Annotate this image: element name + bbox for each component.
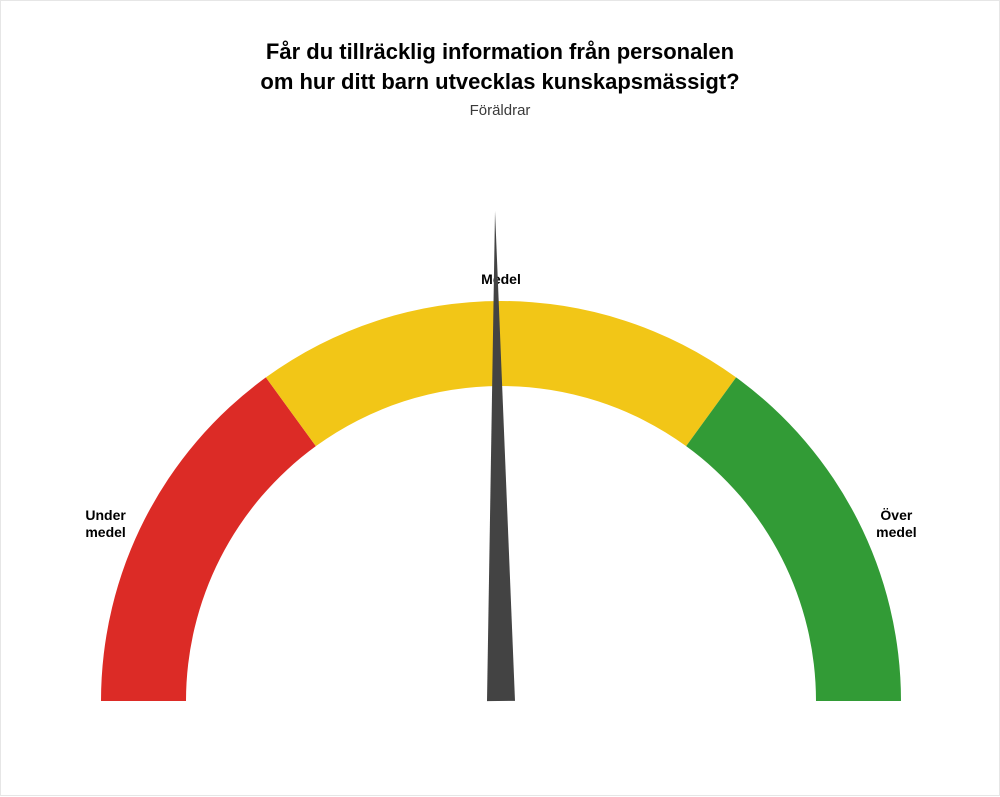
gauge-segment xyxy=(686,377,901,701)
chart-frame: Får du tillräcklig information från pers… xyxy=(0,0,1000,796)
gauge-chart xyxy=(1,1,1000,797)
gauge-needle xyxy=(487,211,515,701)
gauge-segment xyxy=(101,377,316,701)
needle-shape xyxy=(487,211,515,701)
